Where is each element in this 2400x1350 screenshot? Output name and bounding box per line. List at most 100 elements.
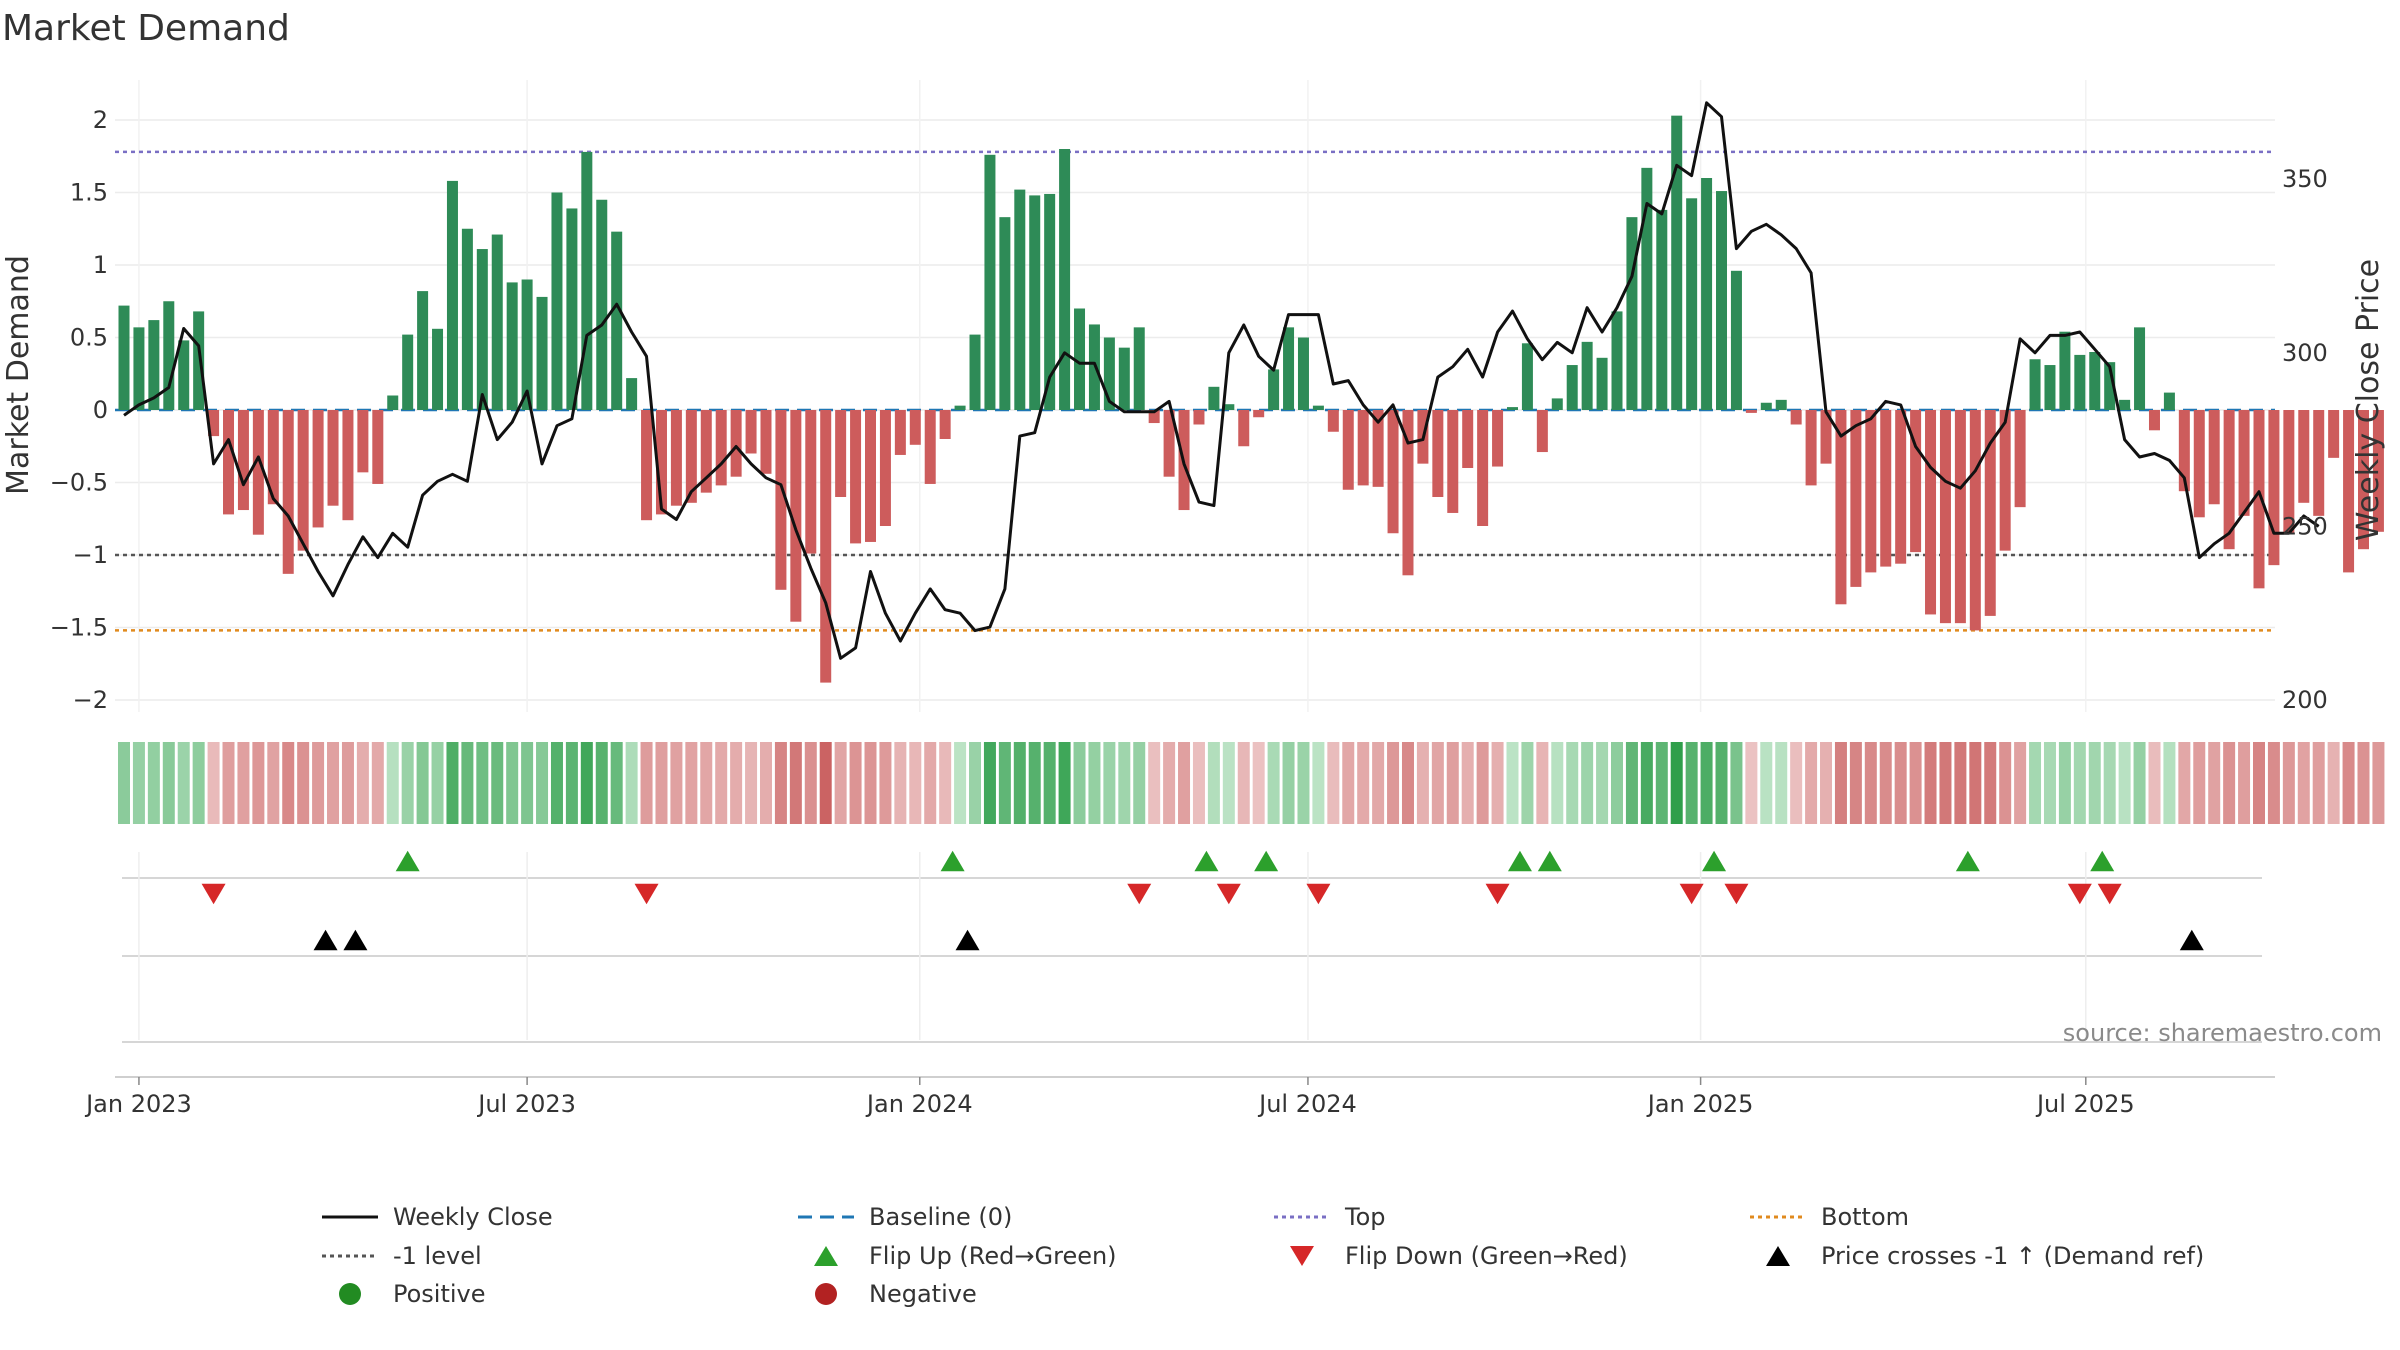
demand-bar	[2074, 354, 2086, 410]
demand-bar	[1895, 410, 1907, 564]
strip-block	[356, 742, 369, 824]
strip-block	[849, 742, 862, 824]
strip-block	[625, 742, 638, 824]
demand-bar	[1984, 410, 1996, 616]
strip-block	[1103, 742, 1116, 824]
price-cross-marker	[313, 929, 338, 951]
legend-item-flipup: Flip Up (Red→Green)	[814, 1242, 1117, 1270]
strip-block	[192, 742, 205, 824]
flip-down-marker	[1127, 883, 1152, 905]
demand-bar	[1014, 189, 1026, 410]
strip-block	[401, 742, 414, 824]
strip-block	[1043, 742, 1056, 824]
strip-block	[789, 742, 802, 824]
strip-block	[147, 742, 160, 824]
flip-down-marker	[1485, 883, 1510, 905]
demand-bar	[1566, 365, 1578, 410]
strip-block	[446, 742, 459, 824]
demand-bar	[133, 327, 145, 410]
strip-block	[1491, 742, 1504, 824]
y-tick-left: −2	[73, 686, 108, 714]
strip-block	[2208, 742, 2221, 824]
demand-bar	[805, 410, 817, 554]
demand-bar	[1969, 410, 1981, 631]
strip-block	[2297, 742, 2310, 824]
demand-bar	[342, 410, 354, 521]
strip-block	[2088, 742, 2101, 824]
strip-block	[864, 742, 877, 824]
legend-item-flipdown: Flip Down (Green→Red)	[1290, 1242, 1628, 1270]
y-tick-left: 2	[93, 106, 108, 134]
strip-block	[1939, 742, 1952, 824]
strip-block	[1506, 742, 1519, 824]
demand-bar	[909, 410, 921, 445]
demand-bar	[1701, 178, 1713, 410]
strip-block	[282, 742, 295, 824]
strip-block	[1207, 742, 1220, 824]
strip-block	[1894, 742, 1907, 824]
strip-block	[2133, 742, 2146, 824]
strip-block	[834, 742, 847, 824]
demand-bar	[1029, 195, 1041, 410]
strip-block	[819, 742, 832, 824]
legend-item-minus1: -1 level	[322, 1242, 482, 1270]
strip-block	[2178, 742, 2191, 824]
legend-label: Flip Up (Red→Green)	[869, 1242, 1117, 1270]
strip-block	[1431, 742, 1444, 824]
demand-bar	[536, 296, 548, 410]
strip-block	[715, 742, 728, 824]
demand-bar	[1521, 343, 1533, 410]
demand-bar	[2238, 410, 2250, 516]
strip-block	[1058, 742, 1071, 824]
strip-block	[969, 742, 982, 824]
demand-bar	[2253, 410, 2265, 589]
legend-label: Positive	[393, 1280, 486, 1308]
strip-block	[1387, 742, 1400, 824]
strip-block	[1237, 742, 1250, 824]
legend-label: Flip Down (Green→Red)	[1345, 1242, 1628, 1270]
demand-bar	[1357, 410, 1369, 486]
strip-block	[924, 742, 937, 824]
strip-block	[1416, 742, 1429, 824]
strip-block	[1730, 742, 1743, 824]
strip-block	[2282, 742, 2295, 824]
strip-block	[431, 742, 444, 824]
y-axis-label-left: Market Demand	[1, 255, 36, 495]
strip-block	[998, 742, 1011, 824]
strip-block	[237, 742, 250, 824]
strip-block	[1864, 742, 1877, 824]
strip-block	[1581, 742, 1594, 824]
demand-bar	[685, 410, 697, 503]
demand-bar	[223, 410, 235, 515]
demand-bar	[2014, 410, 2026, 508]
x-axis: Jan 2023 Jul 2023 Jan 2024 Jul 2024 Jan 2025…	[84, 1076, 2275, 1118]
strip-block	[2193, 742, 2206, 824]
demand-color-strip	[118, 742, 2385, 824]
price-cross-marker	[2179, 929, 2204, 951]
demand-bar	[1850, 410, 1862, 587]
reference-lines	[115, 150, 2275, 632]
demand-bar	[327, 410, 339, 506]
demand-bar	[596, 199, 608, 410]
demand-bar	[476, 249, 488, 410]
strip-block	[1118, 742, 1131, 824]
strip-block	[595, 742, 608, 824]
strip-block	[1357, 742, 1370, 824]
strip-block	[1879, 742, 1892, 824]
demand-bar	[1163, 410, 1175, 477]
demand-bar	[2343, 410, 2355, 573]
strip-block	[655, 742, 668, 824]
flip-up-marker	[2090, 850, 2115, 872]
strip-block	[1252, 742, 1265, 824]
demand-bar	[999, 217, 1011, 410]
strip-block	[1312, 742, 1325, 824]
demand-bar	[432, 328, 444, 410]
y-tick-left: −0.5	[50, 469, 108, 497]
demand-bar	[1730, 270, 1742, 410]
strip-block	[267, 742, 280, 824]
demand-bar	[297, 410, 309, 551]
demand-bar	[1925, 410, 1937, 615]
legend-label: Weekly Close	[393, 1203, 553, 1231]
weekly-close-line	[123, 101, 2320, 660]
